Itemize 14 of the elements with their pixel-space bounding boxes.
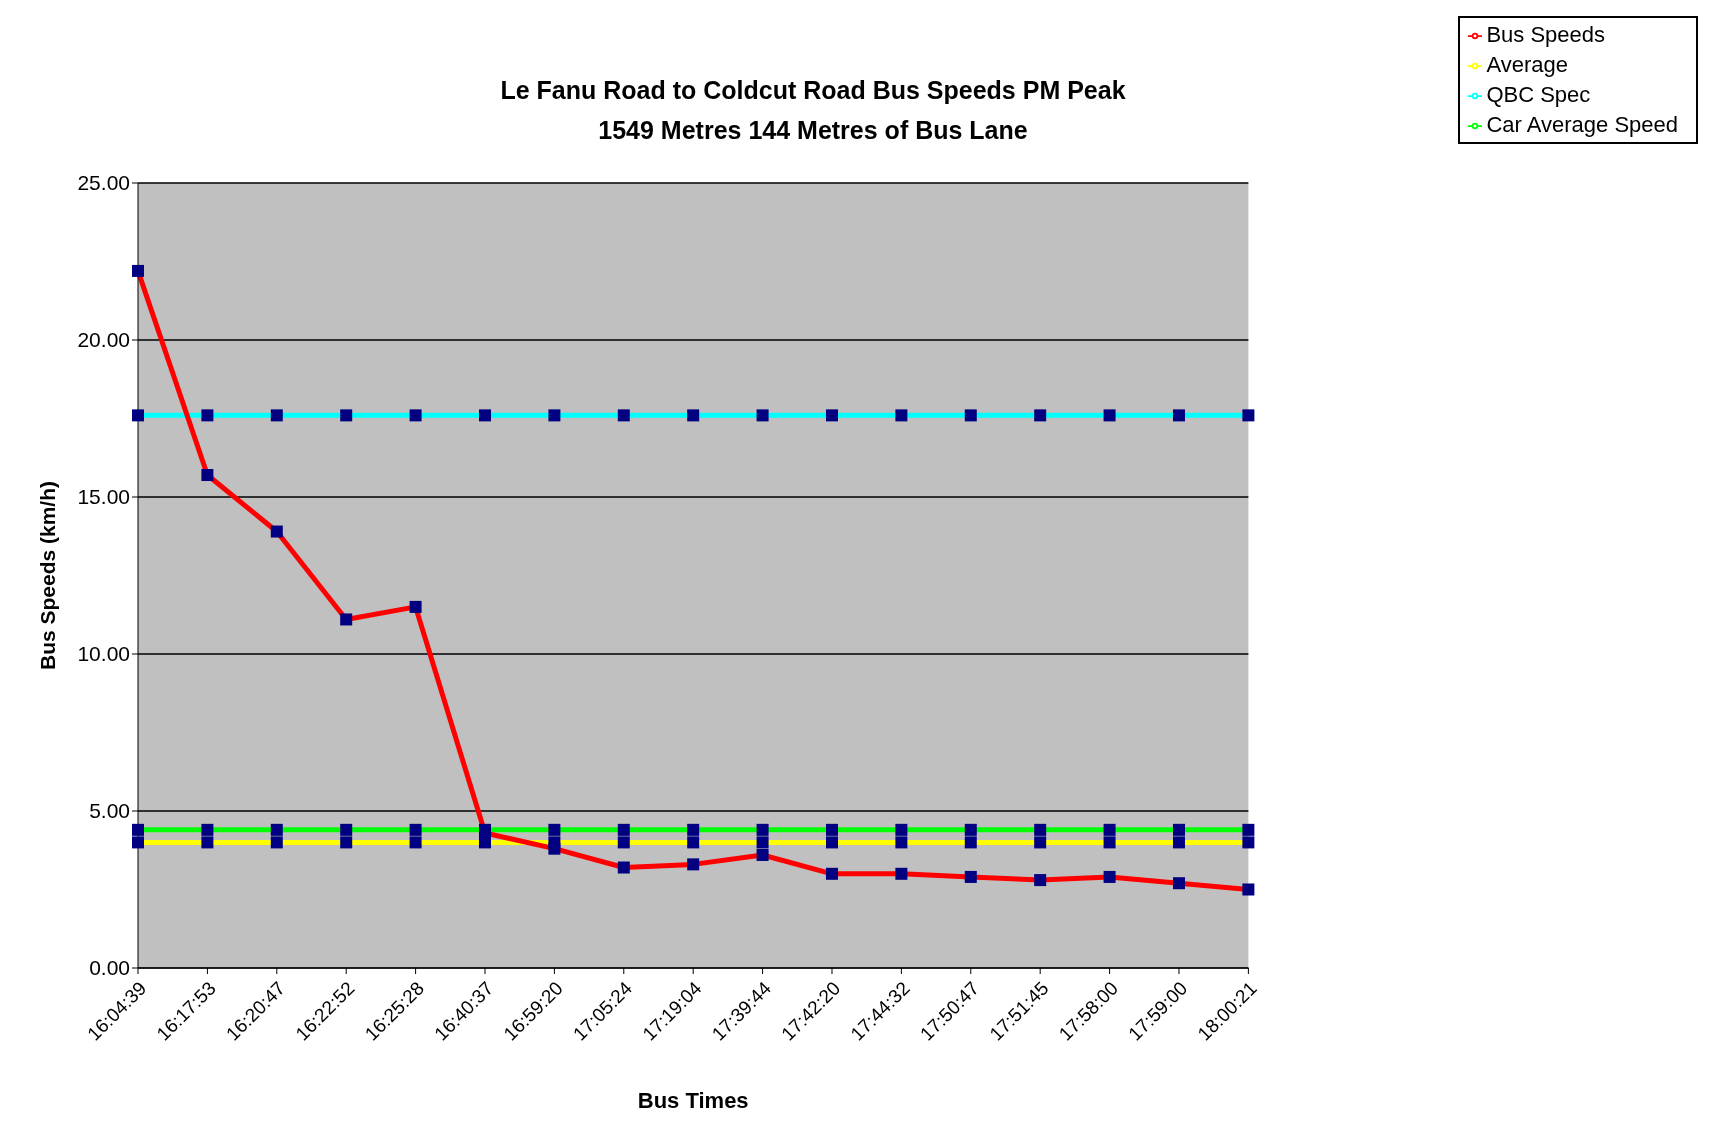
y-tick-label: 25.00 bbox=[77, 171, 130, 195]
y-axis-title: Bus Speeds (km/h) bbox=[36, 480, 60, 671]
chart-title: Le Fanu Road to Coldcut Road Bus Speeds PM Peak bbox=[499, 75, 1127, 106]
legend-label: Bus Speeds bbox=[1486, 22, 1606, 47]
legend-label: Average bbox=[1486, 52, 1568, 77]
y-tick-label: 0.00 bbox=[89, 956, 130, 980]
y-tick-label: 5.00 bbox=[89, 799, 130, 823]
legend-label: QBC Spec bbox=[1486, 82, 1591, 107]
chart-subtitle: 1549 Metres 144 Metres of Bus Lane bbox=[597, 115, 1029, 146]
x-axis-title: Bus Times bbox=[637, 1088, 749, 1113]
y-tick-label: 15.00 bbox=[77, 485, 130, 509]
y-tick-label: 10.00 bbox=[77, 642, 130, 666]
legend-label: Car Average Speed bbox=[1486, 112, 1678, 137]
y-tick-label: 20.00 bbox=[77, 328, 130, 352]
